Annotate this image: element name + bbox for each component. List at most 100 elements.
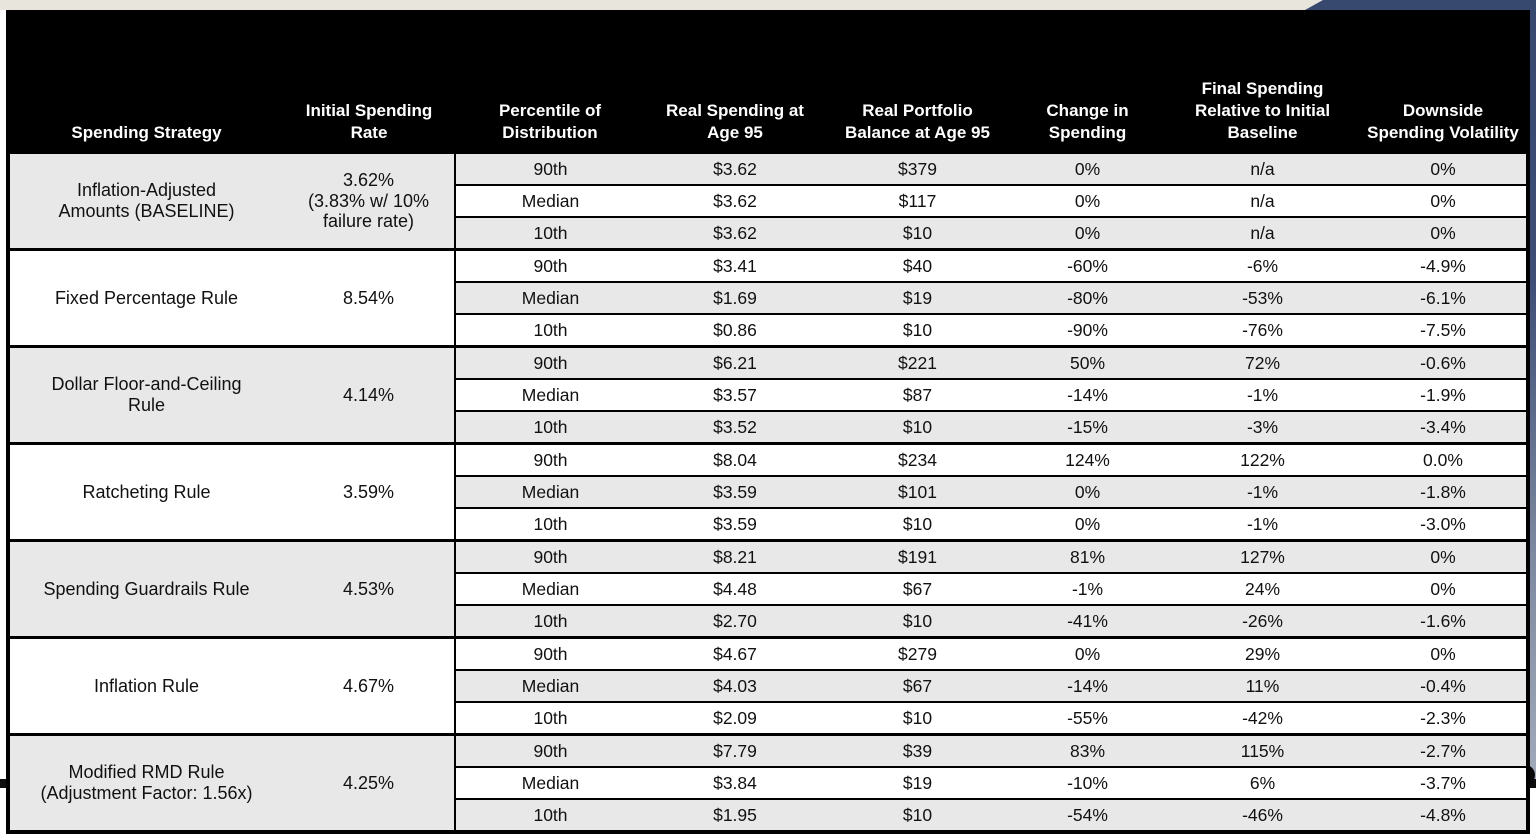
change-in-spending-cell: -54% [1010,798,1165,832]
percentile-cell: 90th [454,345,645,379]
real-spending-cell: $3.62 [645,151,825,185]
change-in-spending-cell: -80% [1010,281,1165,314]
percentile-cell: Median [454,378,645,411]
initial-spending-rate-cell: 8.54% [283,248,455,347]
percentile-cell: 90th [454,151,645,185]
downside-volatility-cell: -6.1% [1360,281,1528,314]
downside-volatility-cell: -0.4% [1360,669,1528,702]
change-in-spending-cell: -14% [1010,669,1165,702]
change-in-spending-cell: -10% [1010,766,1165,799]
percentile-cell: 10th [454,410,645,444]
strategy-cell: Dollar Floor-and-Ceiling Rule [8,345,283,444]
change-in-spending-cell: 83% [1010,733,1165,767]
downside-volatility-cell: 0% [1360,216,1528,250]
portfolio-balance-cell: $10 [825,507,1010,541]
table-row: Median $4.03 $67 -14% 11% -0.4% [8,669,1528,702]
table-row: Inflation-Adjusted Amounts (BASELINE) 3.62… [8,151,1528,250]
col-header-final-vs-baseline: Final Spending Relative to Initial Basel… [1165,12,1360,153]
table-row: Median $3.62 $117 0% n/a 0% [8,184,1528,217]
downside-volatility-cell: -3.4% [1360,410,1528,444]
final-vs-baseline-cell: -46% [1165,798,1360,832]
real-spending-cell: $4.03 [645,669,825,702]
real-spending-cell: $3.41 [645,248,825,282]
downside-volatility-cell: -2.7% [1360,733,1528,767]
initial-spending-rate-cell: 3.59% [283,442,455,541]
table-row: Median $1.69 $19 -80% -53% -6.1% [8,281,1528,314]
col-header-spending-strategy: Spending Strategy [8,12,283,153]
table-row: Fixed Percentage Rule 8.54% 90th $3.41 $40 -6… [8,248,1528,347]
percentile-cell: 10th [454,604,645,638]
final-vs-baseline-cell: n/a [1165,216,1360,250]
final-vs-baseline-cell: n/a [1165,151,1360,185]
change-in-spending-cell: 124% [1010,442,1165,476]
strategy-cell: Modified RMD Rule (Adjustment Factor: 1.5… [8,733,283,832]
downside-volatility-cell: -3.0% [1360,507,1528,541]
real-spending-cell: $1.69 [645,281,825,314]
change-in-spending-cell: -15% [1010,410,1165,444]
table-row: 10th $3.59 $10 0% -1% -3.0% [8,507,1528,541]
final-vs-baseline-cell: 127% [1165,539,1360,573]
change-in-spending-cell: 0% [1010,184,1165,217]
percentile-cell: 10th [454,216,645,250]
real-spending-cell: $4.48 [645,572,825,605]
percentile-cell: 90th [454,248,645,282]
strategy-cell: Spending Guardrails Rule [8,539,283,638]
portfolio-balance-cell: $39 [825,733,1010,767]
final-vs-baseline-cell: -26% [1165,604,1360,638]
real-spending-cell: $8.21 [645,539,825,573]
portfolio-balance-cell: $10 [825,701,1010,735]
portfolio-balance-cell: $10 [825,313,1010,347]
real-spending-cell: $3.62 [645,216,825,250]
col-header-change-in-spending: Change in Spending [1010,12,1165,153]
table-row: Median $3.57 $87 -14% -1% -1.9% [8,378,1528,411]
table-row: 10th $2.70 $10 -41% -26% -1.6% [8,604,1528,638]
portfolio-balance-cell: $67 [825,572,1010,605]
portfolio-balance-cell: $67 [825,669,1010,702]
change-in-spending-cell: -60% [1010,248,1165,282]
portfolio-balance-cell: $279 [825,636,1010,670]
percentile-cell: Median [454,184,645,217]
strategy-cell: Fixed Percentage Rule [8,248,283,347]
strategy-cell: Ratcheting Rule [8,442,283,541]
portfolio-balance-cell: $87 [825,378,1010,411]
strategy-cell: Inflation Rule [8,636,283,735]
change-in-spending-cell: -41% [1010,604,1165,638]
downside-volatility-cell: 0% [1360,572,1528,605]
portfolio-balance-cell: $10 [825,216,1010,250]
final-vs-baseline-cell: -6% [1165,248,1360,282]
final-vs-baseline-cell: -76% [1165,313,1360,347]
final-vs-baseline-cell: -42% [1165,701,1360,735]
real-spending-cell: $3.84 [645,766,825,799]
final-vs-baseline-cell: 24% [1165,572,1360,605]
real-spending-cell: $2.09 [645,701,825,735]
table-row: Ratcheting Rule 3.59% 90th $8.04 $234 124% 122… [8,442,1528,541]
change-in-spending-cell: 0% [1010,475,1165,508]
percentile-cell: Median [454,281,645,314]
change-in-spending-cell: 0% [1010,636,1165,670]
percentile-cell: 10th [454,507,645,541]
percentile-cell: Median [454,766,645,799]
real-spending-cell: $2.70 [645,604,825,638]
percentile-cell: 90th [454,442,645,476]
final-vs-baseline-cell: n/a [1165,184,1360,217]
portfolio-balance-cell: $19 [825,766,1010,799]
table-header: Spending Strategy Initial Spending Rate … [8,12,1528,153]
real-spending-cell: $4.67 [645,636,825,670]
portfolio-balance-cell: $101 [825,475,1010,508]
real-spending-cell: $1.95 [645,798,825,832]
col-header-portfolio-balance: Real Portfolio Balance at Age 95 [825,12,1010,153]
table-row: Dollar Floor-and-Ceiling Rule 4.14% 90th $6.… [8,345,1528,444]
table-row: Inflation Rule 4.67% 90th $4.67 $279 0% 29% 0% [8,636,1528,735]
change-in-spending-cell: 81% [1010,539,1165,573]
col-header-percentile: Percentile of Distribution [455,12,645,153]
final-vs-baseline-cell: -1% [1165,475,1360,508]
percentile-cell: Median [454,475,645,508]
final-vs-baseline-cell: -1% [1165,378,1360,411]
final-vs-baseline-cell: -53% [1165,281,1360,314]
change-in-spending-cell: -55% [1010,701,1165,735]
portfolio-balance-cell: $40 [825,248,1010,282]
change-in-spending-cell: -1% [1010,572,1165,605]
final-vs-baseline-cell: 29% [1165,636,1360,670]
final-vs-baseline-cell: 6% [1165,766,1360,799]
change-in-spending-cell: -14% [1010,378,1165,411]
